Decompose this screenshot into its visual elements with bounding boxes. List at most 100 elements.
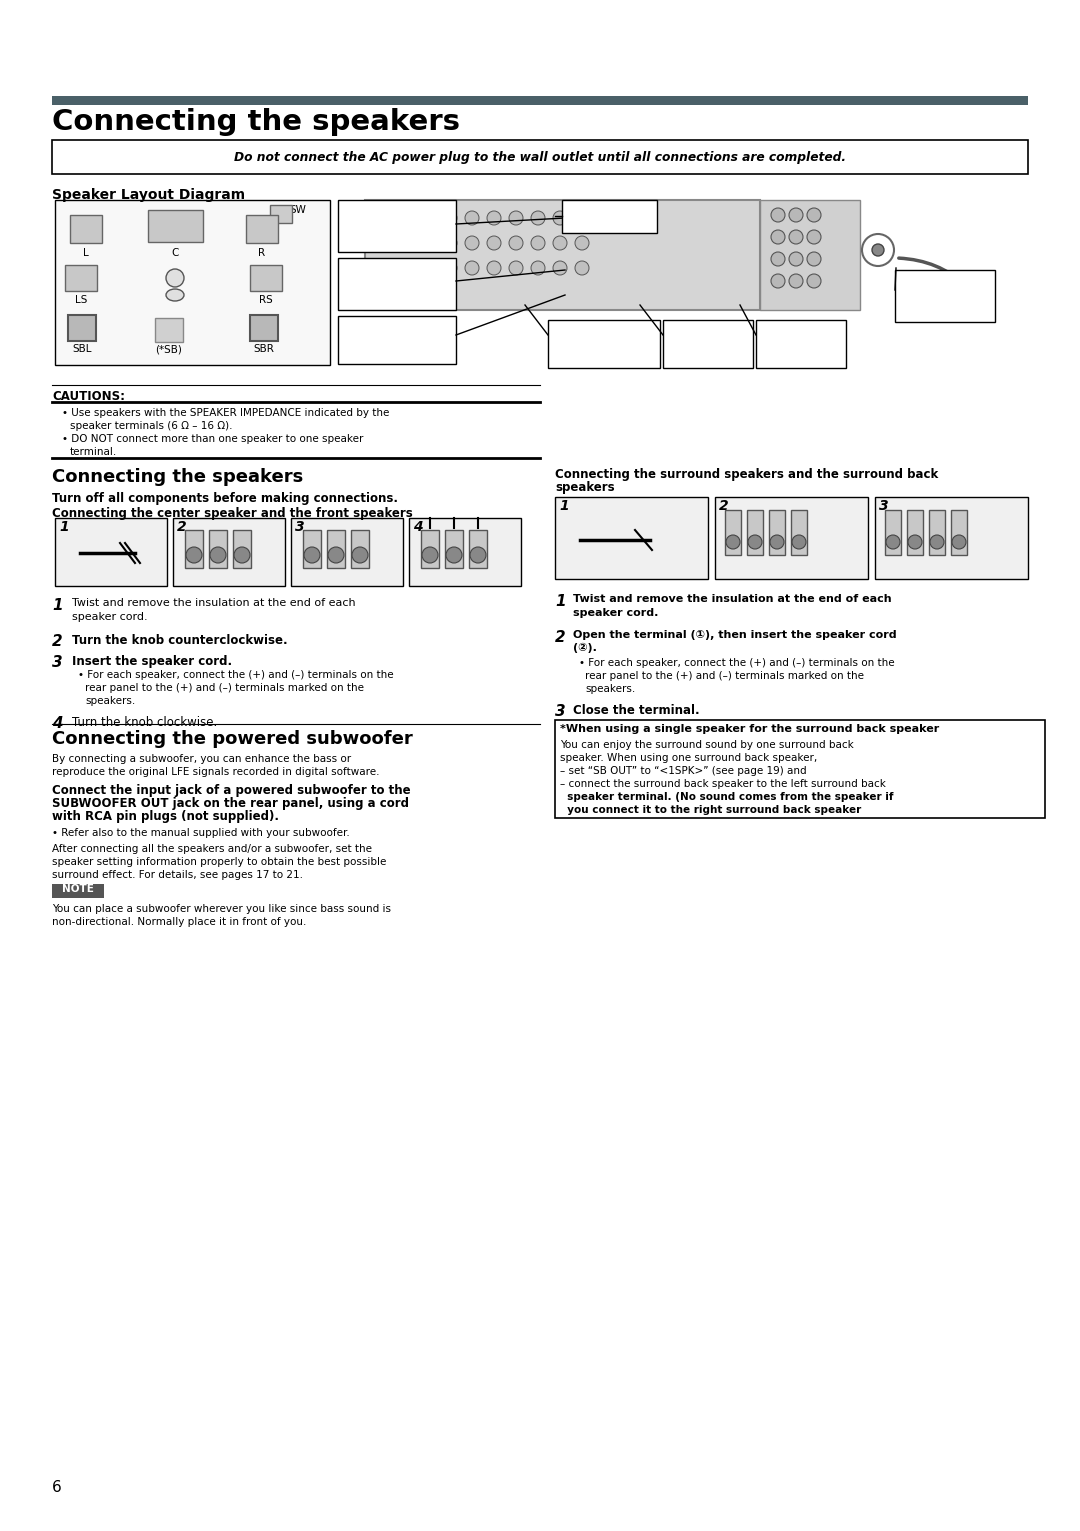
Text: C: C [172, 248, 178, 259]
Text: SUBWOOFER OUT jack on the rear panel, using a cord: SUBWOOFER OUT jack on the rear panel, us… [52, 798, 409, 810]
Circle shape [789, 274, 804, 288]
Text: surround effect. For details, see pages 17 to 21.: surround effect. For details, see pages … [52, 870, 303, 880]
Circle shape [328, 547, 345, 563]
Text: • Use speakers with the SPEAKER IMPEDANCE indicated by the: • Use speakers with the SPEAKER IMPEDANC… [62, 407, 390, 418]
Text: Open the terminal (①), then insert the speaker cord: Open the terminal (①), then insert the s… [573, 629, 896, 640]
Text: R: R [258, 248, 266, 259]
Circle shape [377, 260, 391, 276]
Bar [52, 96, 1028, 106]
Bar [791, 510, 807, 556]
Circle shape [487, 211, 501, 225]
Text: You can enjoy the surround sound by one surround back: You can enjoy the surround sound by one … [561, 739, 854, 750]
Circle shape [234, 547, 249, 563]
Circle shape [377, 236, 391, 250]
Bar [562, 201, 657, 233]
Circle shape [807, 253, 821, 266]
Circle shape [789, 230, 804, 243]
Text: Right front
speaker
(R): Right front speaker (R) [680, 325, 735, 357]
Circle shape [726, 534, 740, 550]
Text: Close the terminal.: Close the terminal. [573, 704, 700, 717]
Text: Connecting the center speaker and the front speakers: Connecting the center speaker and the fr… [52, 507, 413, 521]
Circle shape [789, 208, 804, 222]
Circle shape [531, 236, 545, 250]
Bar [555, 498, 708, 579]
Bar [55, 517, 167, 586]
Bar [52, 883, 104, 899]
Ellipse shape [166, 289, 184, 302]
Circle shape [951, 534, 966, 550]
Text: Insert the speaker cord.: Insert the speaker cord. [72, 655, 232, 668]
Text: Connecting the powered subwoofer: Connecting the powered subwoofer [52, 730, 413, 749]
Circle shape [531, 211, 545, 225]
Bar [338, 259, 456, 309]
Circle shape [553, 260, 567, 276]
Text: 3: 3 [295, 521, 305, 534]
Text: speaker. When using one surround back speaker,: speaker. When using one surround back sp… [561, 753, 818, 762]
Text: L: L [83, 248, 89, 259]
Text: 2: 2 [555, 629, 566, 645]
Bar [548, 320, 660, 367]
Text: 3: 3 [879, 499, 889, 513]
Circle shape [509, 260, 523, 276]
Circle shape [807, 274, 821, 288]
Bar [895, 269, 995, 322]
Bar [55, 201, 330, 364]
Bar [338, 315, 456, 364]
Bar [303, 530, 321, 568]
Text: CAUTIONS:: CAUTIONS: [52, 390, 125, 403]
Text: 2: 2 [719, 499, 729, 513]
Bar [249, 265, 282, 291]
Circle shape [465, 211, 480, 225]
Text: After connecting all the speakers and/or a subwoofer, set the: After connecting all the speakers and/or… [52, 844, 372, 854]
Text: SBL: SBL [72, 344, 92, 354]
Bar [156, 318, 183, 341]
Circle shape [470, 547, 486, 563]
Circle shape [771, 274, 785, 288]
Text: speaker terminals (6 Ω – 16 Ω).: speaker terminals (6 Ω – 16 Ω). [70, 421, 232, 432]
Text: NOTE: NOTE [62, 883, 94, 894]
Circle shape [421, 260, 435, 276]
Bar [233, 530, 251, 568]
Circle shape [303, 547, 320, 563]
Bar [663, 320, 753, 367]
Circle shape [446, 547, 462, 563]
Circle shape [399, 211, 413, 225]
Text: 4: 4 [413, 521, 422, 534]
Bar [747, 510, 762, 556]
Bar [65, 265, 97, 291]
Text: • For each speaker, connect the (+) and (–) terminals on the: • For each speaker, connect the (+) and … [78, 671, 393, 680]
Text: • DO NOT connect more than one speaker to one speaker: • DO NOT connect more than one speaker t… [62, 433, 363, 444]
Circle shape [443, 236, 457, 250]
Text: 1: 1 [559, 499, 569, 513]
Circle shape [465, 260, 480, 276]
Text: terminal.: terminal. [70, 447, 118, 456]
Text: SW: SW [289, 205, 306, 214]
Text: rear panel to the (+) and (–) terminals marked on the: rear panel to the (+) and (–) terminals … [85, 683, 364, 694]
Text: Twist and remove the insulation at the end of each: Twist and remove the insulation at the e… [72, 599, 355, 608]
Text: rear panel to the (+) and (–) terminals marked on the: rear panel to the (+) and (–) terminals … [585, 671, 864, 681]
Bar [338, 201, 456, 253]
Circle shape [487, 236, 501, 250]
Bar [70, 214, 102, 243]
Text: By connecting a subwoofer, you can enhance the bass or: By connecting a subwoofer, you can enhan… [52, 753, 351, 764]
Text: (*SB): (*SB) [156, 344, 183, 354]
Text: 2: 2 [177, 521, 187, 534]
Circle shape [789, 253, 804, 266]
Text: speaker setting information properly to obtain the best possible: speaker setting information properly to … [52, 857, 387, 867]
Bar [409, 517, 521, 586]
Bar [907, 510, 923, 556]
Circle shape [443, 211, 457, 225]
Text: Do not connect the AC power plug to the wall outlet until all connections are co: Do not connect the AC power plug to the … [234, 150, 846, 164]
Text: 1: 1 [555, 594, 566, 609]
Text: Connect the input jack of a powered subwoofer to the: Connect the input jack of a powered subw… [52, 784, 410, 798]
Circle shape [771, 253, 785, 266]
Text: with RCA pin plugs (not supplied).: with RCA pin plugs (not supplied). [52, 810, 279, 824]
Circle shape [771, 230, 785, 243]
Circle shape [166, 269, 184, 286]
Text: Left front
speaker
(L): Left front speaker (L) [777, 325, 825, 357]
Text: Speaker Layout Diagram: Speaker Layout Diagram [52, 188, 245, 202]
Text: Connecting the speakers: Connecting the speakers [52, 468, 303, 485]
Text: • For each speaker, connect the (+) and (–) terminals on the: • For each speaker, connect the (+) and … [579, 658, 894, 668]
Text: RS: RS [259, 295, 273, 305]
Bar [445, 530, 463, 568]
